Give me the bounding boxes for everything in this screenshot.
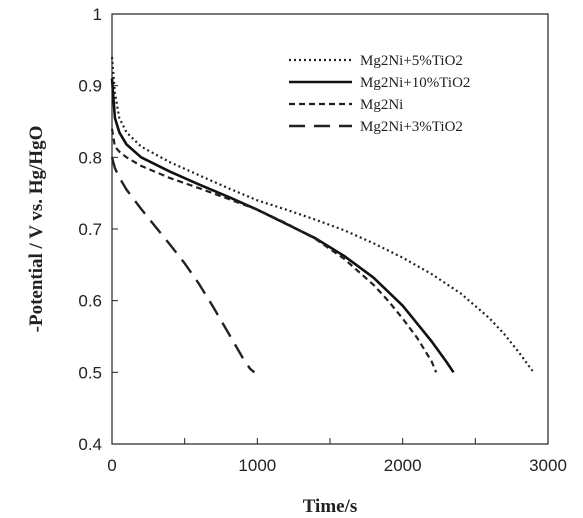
legend-label-3: Mg2Ni xyxy=(360,97,403,113)
x-tick-label: 3000 xyxy=(529,456,567,475)
legend: Mg2Ni+5%TiO2 Mg2Ni+10%TiO2 Mg2Ni Mg2Ni+3%Ti… xyxy=(289,53,470,135)
x-tick-label: 0 xyxy=(107,456,116,475)
x-tick-label: 2000 xyxy=(384,456,422,475)
y-tick-label: 0.5 xyxy=(78,363,102,382)
x-axis-title: Time/s xyxy=(303,496,358,517)
legend-label-1: Mg2Ni+5%TiO2 xyxy=(360,53,463,69)
y-axis-title: -Potential / V vs. Hg/HgO xyxy=(26,126,47,333)
y-tick-label: 0.7 xyxy=(78,220,102,239)
plot-frame xyxy=(111,13,549,445)
y-tick-label: 0.9 xyxy=(78,77,102,96)
legend-label-2: Mg2Ni+10%TiO2 xyxy=(360,75,470,91)
series-line-1 xyxy=(110,56,535,373)
series-line-4 xyxy=(110,156,256,374)
series-layer xyxy=(110,56,535,374)
y-tick-label: 0.8 xyxy=(78,148,102,167)
y-tick-label: 1 xyxy=(93,5,102,24)
series-line-3 xyxy=(110,128,438,373)
x-tick-label: 1000 xyxy=(238,456,276,475)
y-tick-label: 0.4 xyxy=(78,435,102,454)
y-axis-ticks: 0.4 0.5 0.6 0.7 0.8 0.9 1 xyxy=(78,5,118,454)
y-tick-label: 0.6 xyxy=(78,292,102,311)
legend-label-4: Mg2Ni+3%TiO2 xyxy=(360,119,463,135)
x-axis-ticks: 0 1000 2000 3000 xyxy=(107,438,567,475)
